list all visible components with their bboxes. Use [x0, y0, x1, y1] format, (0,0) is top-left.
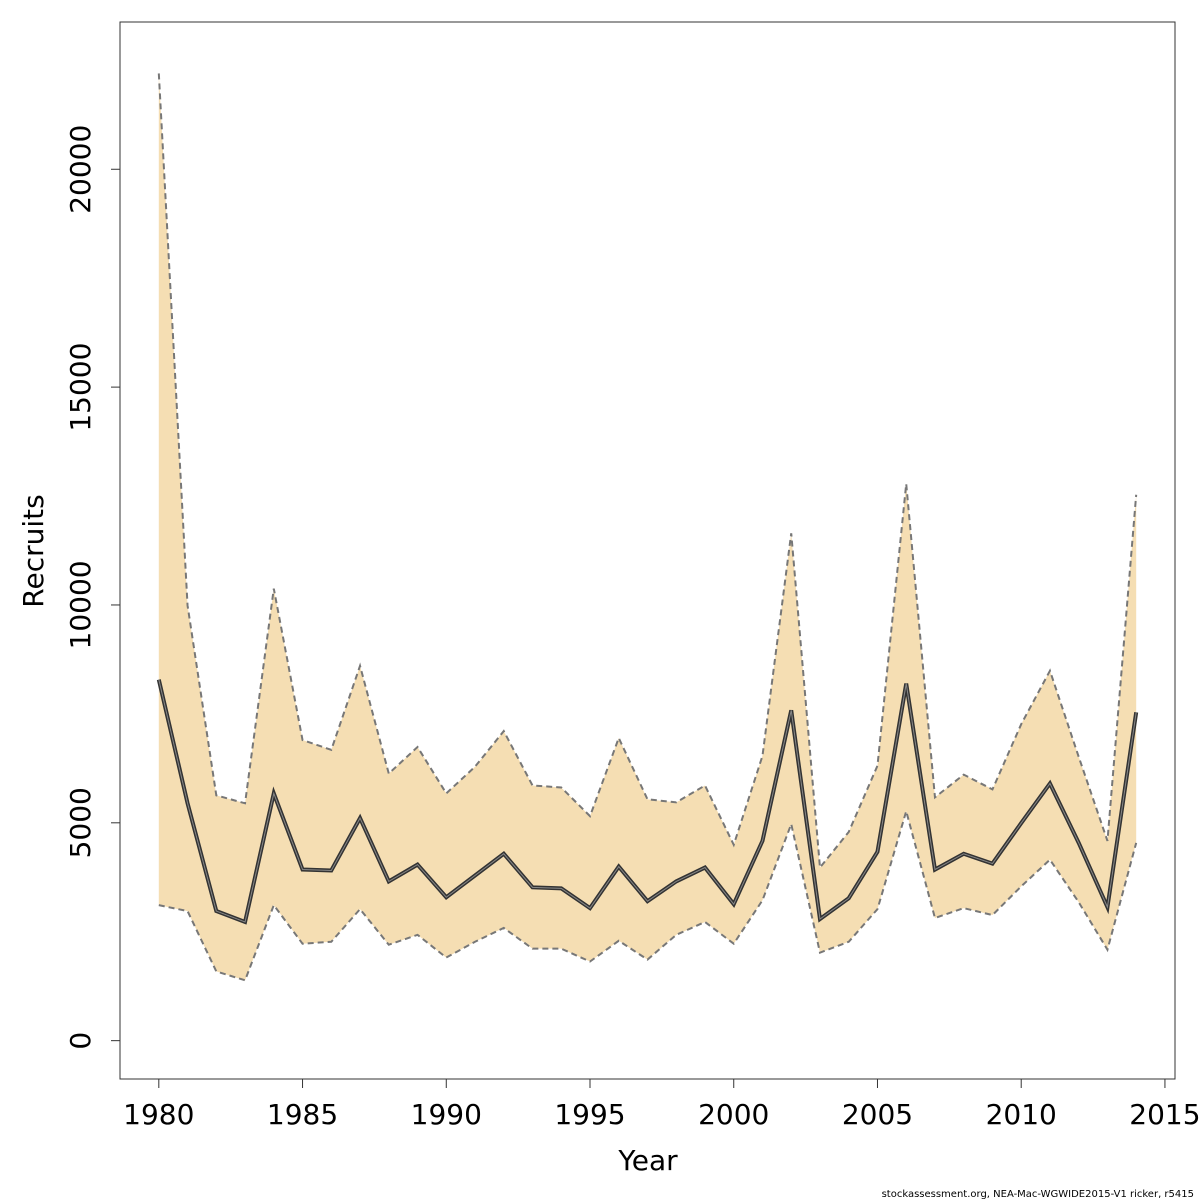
y-tick-label: 20000	[64, 125, 97, 214]
x-tick-label: 1980	[123, 1098, 194, 1131]
y-tick-label: 0	[64, 1032, 97, 1050]
confidence-band	[159, 73, 1136, 980]
footer-credit: stockassessment.org, NEA-Mac-WGWIDE2015-…	[882, 1189, 1194, 1200]
x-tick-label: 2005	[842, 1098, 913, 1131]
y-tick-label: 10000	[64, 560, 97, 649]
x-tick-label: 2000	[698, 1098, 769, 1131]
y-tick-label: 15000	[64, 343, 97, 432]
x-tick-label: 1990	[411, 1098, 482, 1131]
y-tick-label: 5000	[64, 787, 97, 858]
y-axis: 0 5000 10000 15000 20000	[64, 125, 120, 1050]
x-tick-label: 1985	[267, 1098, 338, 1131]
x-tick-label: 1995	[554, 1098, 625, 1131]
x-tick-label: 2015	[1129, 1098, 1200, 1131]
x-axis-label: Year	[617, 1144, 678, 1177]
x-tick-label: 2010	[986, 1098, 1057, 1131]
y-axis-label: Recruits	[17, 494, 50, 607]
x-axis: 1980 1985 1990 1995 2000 2005 2010 2015	[123, 1079, 1200, 1131]
